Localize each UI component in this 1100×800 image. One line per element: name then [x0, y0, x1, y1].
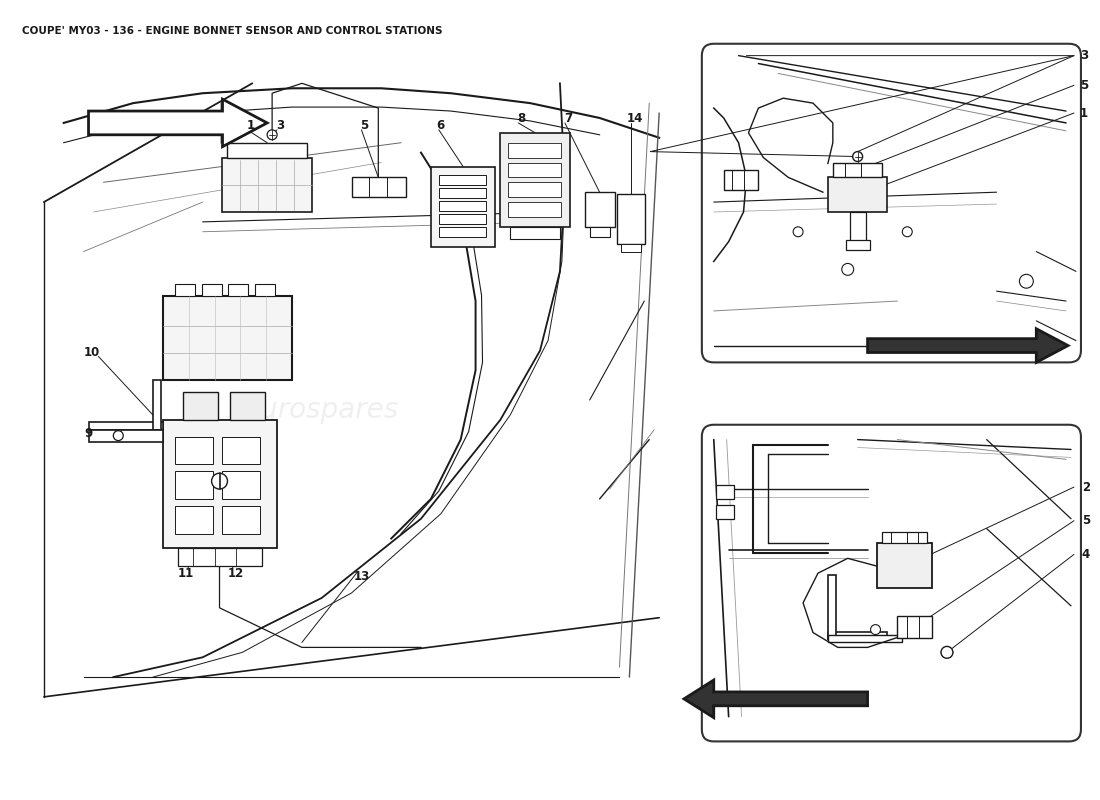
- Bar: [439, 175, 486, 186]
- Bar: [585, 192, 615, 227]
- Bar: [828, 634, 902, 642]
- Text: eurospares: eurospares: [768, 163, 868, 182]
- Bar: [508, 142, 561, 158]
- Bar: [88, 422, 163, 430]
- Text: eurospares: eurospares: [768, 550, 868, 567]
- Bar: [222, 437, 261, 464]
- Bar: [621, 244, 641, 251]
- Bar: [716, 485, 734, 499]
- Text: 5: 5: [1081, 514, 1090, 527]
- Bar: [163, 420, 277, 549]
- Circle shape: [852, 152, 862, 162]
- Text: 10: 10: [84, 346, 100, 359]
- Bar: [175, 471, 212, 499]
- Bar: [352, 178, 406, 197]
- Bar: [201, 284, 221, 296]
- Text: 5: 5: [361, 119, 368, 132]
- Circle shape: [113, 430, 123, 441]
- Circle shape: [940, 646, 953, 658]
- Bar: [590, 227, 609, 237]
- Bar: [431, 167, 495, 246]
- Text: 13: 13: [353, 570, 370, 582]
- Polygon shape: [88, 99, 267, 146]
- Text: 14: 14: [627, 113, 644, 126]
- Text: 7: 7: [564, 113, 572, 126]
- Circle shape: [267, 130, 277, 140]
- Text: 5: 5: [1080, 79, 1088, 92]
- FancyBboxPatch shape: [702, 44, 1081, 362]
- Text: 3: 3: [1080, 49, 1088, 62]
- Bar: [508, 182, 561, 197]
- Bar: [222, 506, 261, 534]
- Text: COUPE' MY03 - 136 - ENGINE BONNET SENSOR AND CONTROL STATIONS: COUPE' MY03 - 136 - ENGINE BONNET SENSOR…: [22, 26, 442, 36]
- Bar: [228, 142, 307, 158]
- Text: 4: 4: [1081, 548, 1090, 561]
- Bar: [882, 532, 927, 543]
- Bar: [878, 543, 932, 588]
- Bar: [183, 392, 218, 420]
- Bar: [178, 549, 262, 566]
- Bar: [617, 194, 646, 244]
- Bar: [439, 201, 486, 211]
- Bar: [828, 575, 836, 639]
- Circle shape: [870, 625, 880, 634]
- FancyBboxPatch shape: [702, 425, 1081, 742]
- Bar: [508, 162, 561, 178]
- Bar: [510, 227, 560, 238]
- Bar: [828, 631, 888, 639]
- Text: eurospares: eurospares: [244, 396, 399, 424]
- Text: 1: 1: [1080, 106, 1088, 119]
- Polygon shape: [868, 329, 1068, 362]
- Bar: [222, 158, 311, 212]
- Bar: [833, 163, 882, 178]
- Circle shape: [1020, 274, 1033, 288]
- Bar: [88, 430, 163, 442]
- Bar: [849, 212, 866, 242]
- Bar: [439, 214, 486, 224]
- Text: 2: 2: [1081, 481, 1090, 494]
- Polygon shape: [684, 680, 868, 718]
- Bar: [508, 202, 561, 217]
- Circle shape: [902, 227, 912, 237]
- Text: 11: 11: [178, 566, 194, 580]
- Bar: [163, 296, 292, 380]
- Circle shape: [793, 227, 803, 237]
- Text: 1: 1: [246, 119, 254, 132]
- Bar: [439, 188, 486, 198]
- Bar: [724, 170, 758, 190]
- Bar: [175, 284, 195, 296]
- Circle shape: [211, 474, 228, 489]
- Text: 9: 9: [85, 427, 92, 440]
- Bar: [716, 505, 734, 518]
- Bar: [153, 380, 161, 430]
- Bar: [175, 506, 212, 534]
- Bar: [439, 227, 486, 237]
- Bar: [222, 471, 261, 499]
- Bar: [229, 284, 249, 296]
- Text: 8: 8: [517, 113, 526, 126]
- Bar: [230, 392, 265, 420]
- Bar: [175, 437, 212, 464]
- Bar: [898, 616, 932, 638]
- Text: 12: 12: [228, 566, 243, 580]
- Text: 6: 6: [437, 119, 446, 132]
- Bar: [828, 178, 888, 212]
- Bar: [500, 133, 570, 227]
- Bar: [255, 284, 275, 296]
- Polygon shape: [94, 102, 263, 144]
- Circle shape: [842, 263, 854, 275]
- Bar: [846, 240, 870, 250]
- Text: 3: 3: [276, 119, 284, 132]
